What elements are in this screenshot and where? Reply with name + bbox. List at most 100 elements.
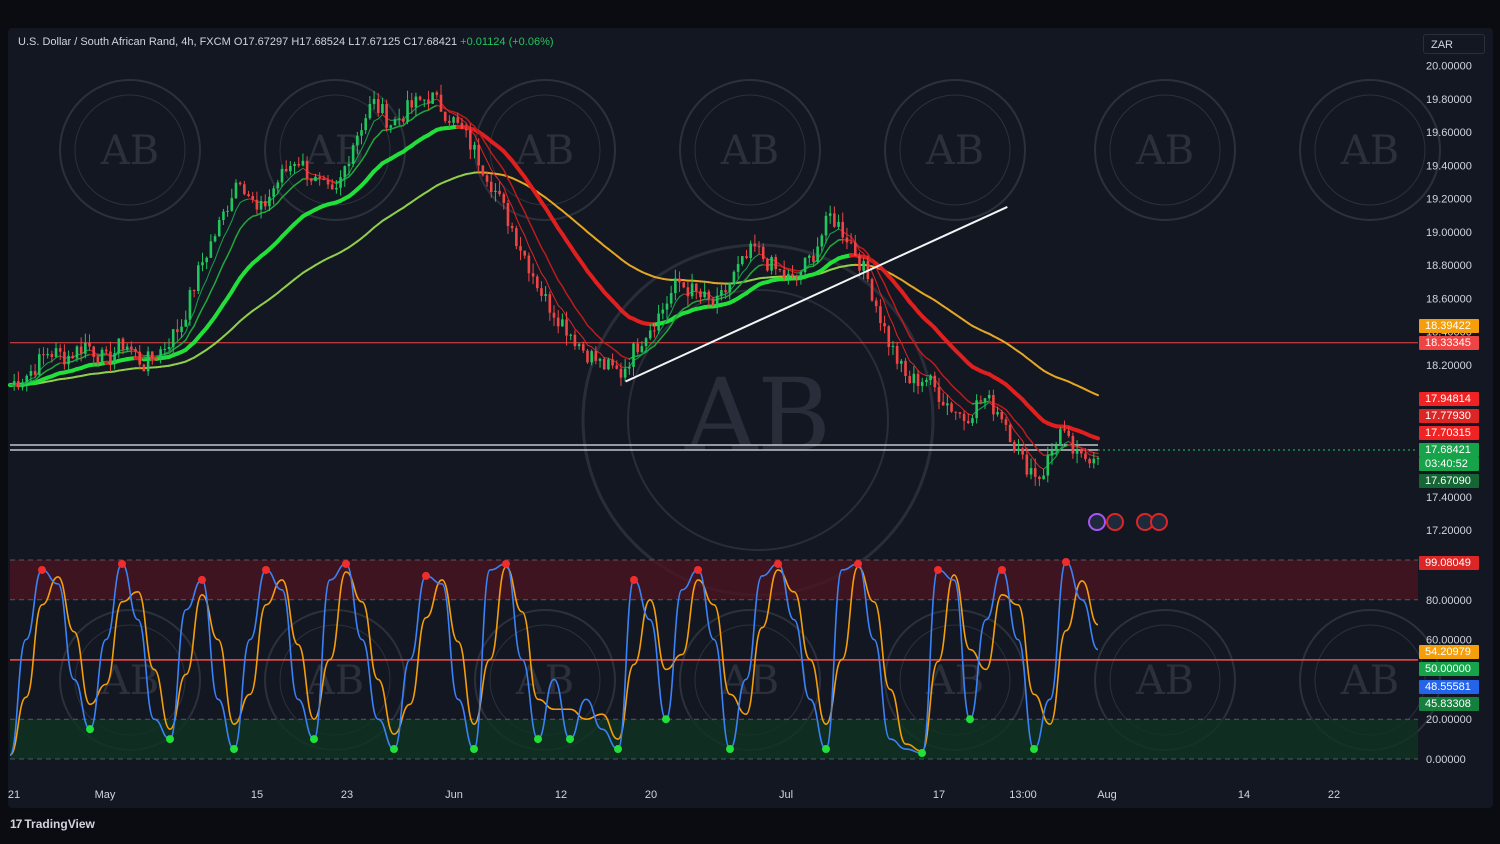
stochastic-peak-marker (262, 565, 270, 574)
watermark-monogram: AB (515, 658, 574, 704)
fastest-moving-average (227, 220, 233, 231)
candle-body (452, 117, 455, 123)
fast-moving-average (243, 218, 250, 225)
symbol-name: U.S. Dollar / South African Rand, 4h, FX… (18, 36, 231, 48)
fastest-moving-average (231, 209, 237, 222)
candle-body (611, 359, 614, 366)
candle-body (791, 273, 794, 277)
fast-moving-average (821, 251, 827, 260)
fast-moving-average (410, 115, 417, 121)
price-axis-label: 18.20000 (1426, 360, 1472, 372)
fastest-moving-average (323, 176, 329, 180)
oscillator-tag: 54.20979 (1419, 645, 1479, 659)
fastest-moving-average (457, 115, 463, 121)
candle-body (787, 273, 790, 279)
candle-body (75, 346, 79, 359)
candle-body (510, 225, 514, 229)
fastest-moving-average (30, 377, 36, 380)
fast-moving-average (297, 178, 304, 184)
candle-body (230, 198, 234, 211)
candle-body (879, 306, 882, 324)
fast-moving-average (452, 111, 459, 115)
fast-moving-average (649, 345, 656, 350)
fastest-moving-average (42, 362, 49, 367)
candle-body (908, 376, 911, 384)
slow-moving-average (1092, 392, 1099, 397)
fast-moving-average (1084, 448, 1091, 453)
fastest-moving-average (289, 173, 296, 178)
time-axis-label: 21 (8, 789, 20, 801)
fast-moving-average (737, 281, 744, 288)
watermark-center-seal: AB (581, 243, 935, 597)
candle-body (259, 201, 263, 210)
candle-body (293, 164, 296, 166)
watermark-seal: AB (884, 79, 1026, 221)
fastest-moving-average (963, 409, 969, 415)
fastest-moving-average (356, 148, 363, 158)
candle-body (577, 344, 581, 347)
fast-moving-average (595, 333, 601, 339)
stochastic-peak-marker (342, 559, 350, 568)
fast-moving-average (879, 275, 886, 285)
fast-moving-average (185, 331, 191, 341)
candle-body (628, 366, 631, 369)
candle-body (473, 144, 476, 150)
candle-body (167, 347, 171, 349)
candle-body (247, 194, 250, 197)
candle-body (950, 403, 953, 412)
oscillator-tag: 50.00000 (1419, 662, 1479, 676)
fastest-moving-average (314, 174, 321, 177)
fastest-moving-average (415, 105, 421, 109)
time-axis-label: 14 (1238, 789, 1250, 801)
fast-moving-average (364, 145, 371, 156)
candle-body (958, 412, 962, 414)
fastest-moving-average (1009, 422, 1015, 432)
fast-moving-average (929, 360, 936, 366)
fastest-moving-average (281, 181, 287, 187)
watermark-ring-inner (1314, 94, 1426, 206)
fastest-moving-average (1034, 461, 1040, 468)
candle-body (184, 319, 188, 327)
candle-body (489, 181, 493, 193)
candle-body (653, 330, 656, 332)
fast-moving-average (674, 311, 681, 319)
fastest-moving-average (1093, 455, 1099, 457)
osc-axis-label: 80.00000 (1426, 595, 1472, 607)
fastest-moving-average (917, 370, 923, 375)
candle-body (711, 298, 715, 306)
price-tag: 17.67090 (1419, 474, 1479, 488)
fast-moving-average (507, 177, 513, 187)
watermark-monogram: AB (305, 658, 364, 704)
osc-axis-label: 0.00000 (1426, 754, 1466, 766)
candle-body (841, 221, 845, 238)
candle-body (874, 300, 878, 307)
candles-group (12, 84, 1100, 487)
price-axis-label: 19.80000 (1426, 94, 1472, 106)
stochastic-peak-marker (1062, 557, 1070, 566)
ohlc-low: L17.67125 (348, 36, 401, 48)
fastest-moving-average (181, 331, 187, 338)
fast-moving-average (574, 306, 580, 314)
fastest-moving-average (553, 296, 559, 306)
tradingview-brand[interactable]: 17 TradingView (10, 817, 95, 831)
currency-button[interactable]: ZAR (1423, 34, 1485, 54)
candle-body (925, 380, 928, 382)
fastest-moving-average (222, 229, 229, 239)
candle-body (263, 201, 267, 207)
candle-body (561, 319, 564, 327)
candle-body (807, 255, 811, 258)
fast-moving-average (653, 340, 660, 347)
candle-body (1042, 475, 1045, 480)
candle-body (402, 118, 405, 122)
fastest-moving-average (243, 198, 250, 201)
candle-body (636, 343, 639, 353)
fastest-moving-average (524, 234, 530, 247)
price-tag: 03:40:52 (1419, 457, 1479, 471)
candle-body (418, 96, 422, 100)
fast-moving-average (528, 220, 534, 231)
stochastic-trough-marker (1030, 745, 1038, 754)
candle-body (732, 271, 736, 284)
candle-body (870, 279, 874, 301)
fast-moving-average (34, 375, 41, 382)
